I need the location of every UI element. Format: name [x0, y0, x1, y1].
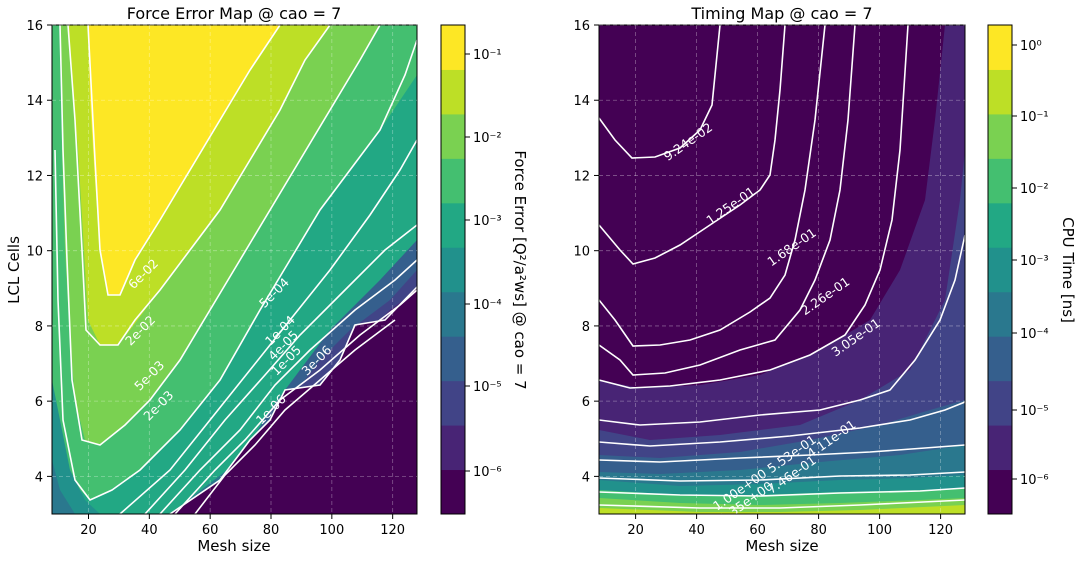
colorbar-band: [441, 469, 465, 515]
x-tick-label: 60: [749, 523, 766, 538]
y-tick-label: 6: [35, 395, 43, 410]
colorbar-band: [441, 69, 465, 115]
colorbar-label: Force Error [Q²/a²ws] @ cao = 7: [511, 150, 529, 389]
colorbar-tick-label: 10⁻⁶: [1020, 473, 1049, 488]
colorbar-band: [988, 247, 1012, 293]
chart-title: Timing Map @ cao = 7: [690, 4, 872, 23]
chart-title: Force Error Map @ cao = 7: [127, 4, 342, 23]
band-l9: [170, 287, 417, 514]
colorbar-tick-label: 10⁰: [1020, 39, 1042, 54]
colorbar-band: [988, 69, 1012, 115]
x-tick-label: 120: [928, 523, 953, 538]
colorbar-tick-label: 10⁻³: [1020, 254, 1049, 269]
x-tick-label: 100: [319, 523, 344, 538]
colorbar-band: [441, 158, 465, 204]
colorbar-band: [988, 380, 1012, 426]
colorbar-band: [988, 202, 1012, 248]
colorbar-band: [988, 25, 1012, 70]
colorbar-band: [988, 113, 1012, 159]
x-tick-label: 20: [80, 523, 97, 538]
y-tick-label: 8: [35, 320, 43, 335]
colorbar-tick-label: 10⁻¹: [473, 48, 502, 63]
colorbar-frame: [440, 24, 466, 515]
colorbar-band: [441, 291, 465, 337]
band-l5: [88, 25, 280, 295]
y-tick-label: 10: [26, 245, 43, 260]
colorbar-band: [441, 336, 465, 382]
colorbar-tick-label: 10⁻⁵: [1020, 404, 1049, 419]
colorbar-band: [988, 469, 1012, 515]
colorbar-band: [441, 202, 465, 248]
y-tick-label: 12: [573, 169, 590, 184]
y-tick-label: 16: [26, 19, 43, 34]
y-tick-label: 6: [582, 395, 590, 410]
timing-colorbar: 10⁻⁶ 10⁻⁵ 10⁻⁴ 10⁻³ 10⁻² 10⁻¹ 10⁰: [987, 24, 1049, 515]
colorbar-band: [441, 380, 465, 426]
plot-area-frame: [51, 24, 418, 515]
timing-contour-lines: [599, 25, 965, 509]
x-tick-label: 100: [867, 523, 892, 538]
band-r2: [599, 150, 965, 514]
y-tick-label: 8: [582, 320, 590, 335]
band-l10: [52, 380, 100, 514]
y-tick-label: 4: [35, 470, 43, 485]
x-tick-label: 60: [202, 523, 219, 538]
colorbar-band: [988, 291, 1012, 337]
colorbar-tick-label: 10⁻³: [473, 214, 502, 229]
colorbar-band: [988, 425, 1012, 471]
colorbar-tick-label: 10⁻⁶: [473, 465, 502, 480]
colorbar-tick-label: 10⁻⁵: [473, 380, 502, 395]
plot-area-frame: [598, 24, 966, 515]
y-tick-label: 14: [573, 94, 590, 109]
x-tick-label: 20: [627, 523, 644, 538]
force-error-panel: Force Error Map @ cao = 7: [5, 4, 529, 555]
x-tick-label: 120: [380, 523, 405, 538]
timing-contour-fill: [599, 25, 965, 514]
colorbar-band: [441, 25, 465, 70]
force-error-contour-lines: [54, 25, 417, 514]
timing-panel: Timing Map @ cao = 7: [573, 4, 1077, 555]
y-tick-label: 12: [26, 169, 43, 184]
force-error-axes: 20 40 60 80 100 120 4 6 8 10 12 14 16: [26, 19, 417, 538]
colorbar-band: [988, 158, 1012, 204]
y-tick-label: 14: [26, 94, 43, 109]
x-axis-label: Mesh size: [197, 537, 270, 555]
colorbar-tick-label: 10⁻¹: [1020, 110, 1049, 125]
x-axis-label: Mesh size: [745, 537, 818, 555]
y-axis-label: LCL Cells: [5, 236, 23, 304]
colorbar-label: CPU Time [ns]: [1059, 217, 1077, 323]
colorbar-tick-label: 10⁻⁴: [473, 298, 502, 313]
x-tick-label: 40: [141, 523, 158, 538]
x-tick-label: 80: [263, 523, 280, 538]
colorbar-tick-label: 10⁻²: [473, 131, 502, 146]
colorbar-band: [988, 336, 1012, 382]
x-tick-label: 80: [810, 523, 827, 538]
colorbar-frame: [987, 24, 1013, 515]
force-error-contour-fill: [52, 25, 417, 514]
colorbar-tick-label: 10⁻²: [1020, 182, 1049, 197]
colorbar-band: [441, 113, 465, 159]
timing-axes: 20 40 60 80 100 120 4 6 8 10 12 14 16: [573, 19, 965, 538]
x-tick-label: 40: [688, 523, 705, 538]
force-error-colorbar: 10⁻⁶ 10⁻⁵ 10⁻⁴ 10⁻³ 10⁻² 10⁻¹: [440, 24, 502, 515]
colorbar-tick-label: 10⁻⁴: [1020, 327, 1049, 342]
y-tick-label: 10: [573, 245, 590, 260]
band-r1: [599, 25, 965, 514]
colorbar-band: [441, 425, 465, 471]
y-tick-label: 4: [582, 470, 590, 485]
y-tick-label: 16: [573, 19, 590, 34]
colorbar-band: [441, 247, 465, 293]
band-r8: [599, 505, 965, 514]
band-l11: [52, 460, 75, 514]
